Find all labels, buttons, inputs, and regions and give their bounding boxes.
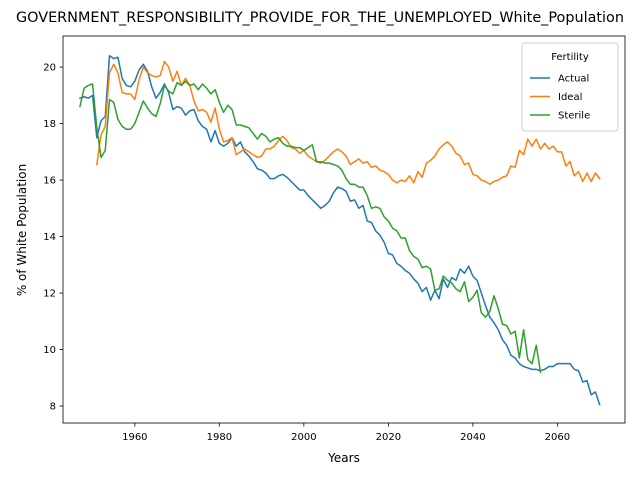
x-tick-label: 1980 — [207, 432, 232, 443]
y-tick-label: 18 — [43, 119, 56, 130]
x-axis-label: Years — [327, 451, 360, 465]
x-tick-label: 2020 — [376, 432, 401, 443]
chart-title: GOVERNMENT_RESPONSIBILITY_PROVIDE_FOR_TH… — [16, 10, 624, 26]
axes: 1960 1980 2000 2020 2040 2060 8 10 12 14 16 18 20 — [43, 35, 626, 443]
legend: Fertility Actual Ideal Sterile — [521, 42, 619, 132]
y-tick-label: 8 — [50, 402, 56, 413]
legend-label: Ideal — [558, 92, 582, 103]
y-tick-label: 16 — [43, 176, 56, 187]
x-tick-label: 2040 — [460, 432, 485, 443]
x-tick-label: 2000 — [291, 432, 316, 443]
legend-label: Actual — [558, 74, 589, 85]
y-tick-label: 10 — [43, 345, 56, 356]
series-line-sterile — [79, 80, 542, 374]
x-tick-label: 1960 — [122, 432, 147, 443]
y-tick-label: 20 — [43, 63, 56, 74]
legend-box — [521, 42, 619, 132]
axes-frame — [62, 35, 626, 424]
y-tick-label: 14 — [43, 232, 56, 243]
x-tick-label: 2060 — [545, 432, 570, 443]
series-line-ideal — [95, 60, 601, 186]
legend-label: Sterile — [558, 111, 590, 122]
y-tick-label: 12 — [43, 289, 56, 300]
y-axis-label: % of White Population — [15, 164, 29, 296]
legend-title: Fertility — [551, 52, 589, 63]
plot-area — [78, 55, 601, 406]
